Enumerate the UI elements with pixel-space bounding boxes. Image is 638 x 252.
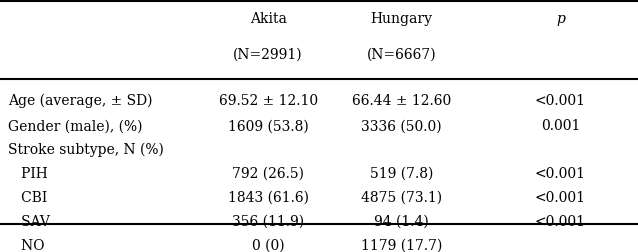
Text: 1609 (53.8): 1609 (53.8): [228, 119, 309, 133]
Text: 792 (26.5): 792 (26.5): [232, 167, 304, 181]
Text: 3336 (50.0): 3336 (50.0): [361, 119, 442, 133]
Text: <0.001: <0.001: [535, 191, 586, 205]
Text: (N=2991): (N=2991): [234, 48, 303, 62]
Text: 0 (0): 0 (0): [252, 239, 285, 252]
Text: Stroke subtype, N (%): Stroke subtype, N (%): [8, 143, 163, 157]
Text: Akita: Akita: [249, 12, 286, 26]
Text: 69.52 ± 12.10: 69.52 ± 12.10: [219, 94, 318, 108]
Text: Hungary: Hungary: [371, 12, 433, 26]
Text: Age (average, ± SD): Age (average, ± SD): [8, 94, 152, 108]
Text: 1179 (17.7): 1179 (17.7): [361, 239, 442, 252]
Text: 4875 (73.1): 4875 (73.1): [361, 191, 442, 205]
Text: 1843 (61.6): 1843 (61.6): [228, 191, 309, 205]
Text: PIH: PIH: [8, 167, 47, 181]
Text: (N=6667): (N=6667): [367, 48, 436, 62]
Text: <0.001: <0.001: [535, 167, 586, 181]
Text: 519 (7.8): 519 (7.8): [370, 167, 433, 181]
Text: SAV: SAV: [8, 215, 50, 229]
Text: p: p: [556, 12, 565, 26]
Text: NO: NO: [8, 239, 44, 252]
Text: 0.001: 0.001: [540, 119, 580, 133]
Text: 356 (11.9): 356 (11.9): [232, 215, 304, 229]
Text: CBI: CBI: [8, 191, 47, 205]
Text: <0.001: <0.001: [535, 215, 586, 229]
Text: <0.001: <0.001: [535, 94, 586, 108]
Text: 66.44 ± 12.60: 66.44 ± 12.60: [352, 94, 451, 108]
Text: 94 (1.4): 94 (1.4): [375, 215, 429, 229]
Text: Gender (male), (%): Gender (male), (%): [8, 119, 142, 133]
